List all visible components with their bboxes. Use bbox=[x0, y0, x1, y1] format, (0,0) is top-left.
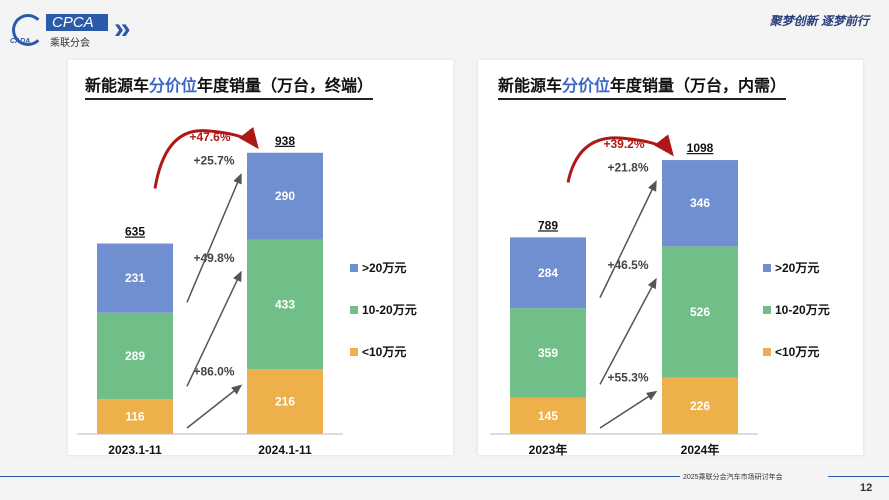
category-label: 2024年 bbox=[681, 442, 720, 457]
segment-growth-label: +21.8% bbox=[607, 161, 648, 175]
logo-subtext: 乘联分会 bbox=[50, 38, 90, 49]
segment-label: 231 bbox=[125, 271, 145, 285]
segment-label: 526 bbox=[690, 305, 710, 319]
growth-arrow bbox=[186, 173, 242, 303]
growth-arrow bbox=[186, 270, 242, 387]
total-label: 789 bbox=[538, 218, 558, 232]
legend-label: >20万元 bbox=[362, 261, 406, 275]
legend-swatch bbox=[763, 264, 771, 272]
segment-label: 346 bbox=[690, 196, 710, 210]
legend-label: <10万元 bbox=[775, 345, 819, 359]
legend-swatch bbox=[763, 306, 771, 314]
bar-segment bbox=[247, 239, 323, 370]
bar-segment bbox=[97, 399, 173, 434]
segment-label: 226 bbox=[690, 399, 710, 413]
total-growth-arrow bbox=[153, 127, 259, 189]
total-label: 938 bbox=[275, 134, 295, 148]
segment-label: 116 bbox=[125, 410, 145, 424]
legend-label: 10-20万元 bbox=[362, 303, 417, 317]
bar-segment bbox=[662, 377, 738, 434]
segment-growth-label: +86.0% bbox=[193, 364, 234, 378]
bar-segment bbox=[510, 397, 586, 434]
bar-segment bbox=[510, 237, 586, 309]
total-growth-label: +47.6% bbox=[189, 130, 230, 144]
growth-arrow bbox=[599, 390, 658, 429]
slogan: 聚梦创新 逐梦前行 bbox=[769, 14, 869, 28]
segment-label: 284 bbox=[538, 266, 558, 280]
segment-growth-label: +49.8% bbox=[193, 251, 234, 265]
logo-small-text: CADA bbox=[10, 38, 31, 45]
segment-growth-label: +25.7% bbox=[193, 153, 234, 167]
footer-line bbox=[0, 476, 779, 477]
bar-segment bbox=[97, 312, 173, 400]
bar-segment bbox=[247, 369, 323, 434]
segment-label: 145 bbox=[538, 409, 558, 423]
segment-label: 289 bbox=[125, 349, 145, 363]
total-label: 1098 bbox=[687, 141, 714, 155]
logo: CADA CPCA 乘联分会 » bbox=[10, 12, 160, 50]
legend-swatch bbox=[763, 348, 771, 356]
logo-emblem-icon bbox=[12, 14, 44, 46]
category-label: 2023年 bbox=[529, 442, 568, 457]
footer-text: 2025乘联分会汽车市场研讨年会 bbox=[680, 472, 786, 482]
chevron-icon: » bbox=[114, 12, 131, 45]
legend-label: 10-20万元 bbox=[775, 303, 830, 317]
segment-label: 359 bbox=[538, 346, 558, 360]
legend-label: <10万元 bbox=[362, 345, 406, 359]
total-growth-arrow bbox=[566, 134, 674, 183]
legend-swatch bbox=[350, 348, 358, 356]
bar-segment bbox=[510, 308, 586, 398]
segment-label: 290 bbox=[275, 189, 295, 203]
category-label: 2024.1-11 bbox=[258, 443, 312, 457]
total-growth-label: +39.2% bbox=[603, 137, 644, 151]
legend-label: >20万元 bbox=[775, 261, 819, 275]
footer-line-right bbox=[828, 476, 889, 477]
bar-segment bbox=[97, 243, 173, 313]
category-label: 2023.1-11 bbox=[108, 443, 162, 457]
bar-segment bbox=[247, 152, 323, 240]
bar-segment bbox=[662, 246, 738, 378]
growth-arrow bbox=[599, 180, 657, 298]
total-label: 635 bbox=[125, 225, 145, 239]
logo-text: CPCA bbox=[46, 14, 108, 31]
bar-segment bbox=[662, 160, 738, 247]
segment-label: 433 bbox=[275, 297, 295, 311]
segment-label: 216 bbox=[275, 395, 295, 409]
segment-growth-label: +55.3% bbox=[607, 371, 648, 385]
right-chart-title: 新能源车分价位年度销量（万台，内需） bbox=[498, 72, 787, 100]
page-number: 12 bbox=[860, 482, 873, 494]
legend-swatch bbox=[350, 264, 358, 272]
left-chart-title: 新能源车分价位年度销量（万台，终端） bbox=[85, 72, 374, 100]
legend-swatch bbox=[350, 306, 358, 314]
growth-arrow bbox=[599, 277, 657, 385]
growth-arrow bbox=[186, 384, 243, 429]
